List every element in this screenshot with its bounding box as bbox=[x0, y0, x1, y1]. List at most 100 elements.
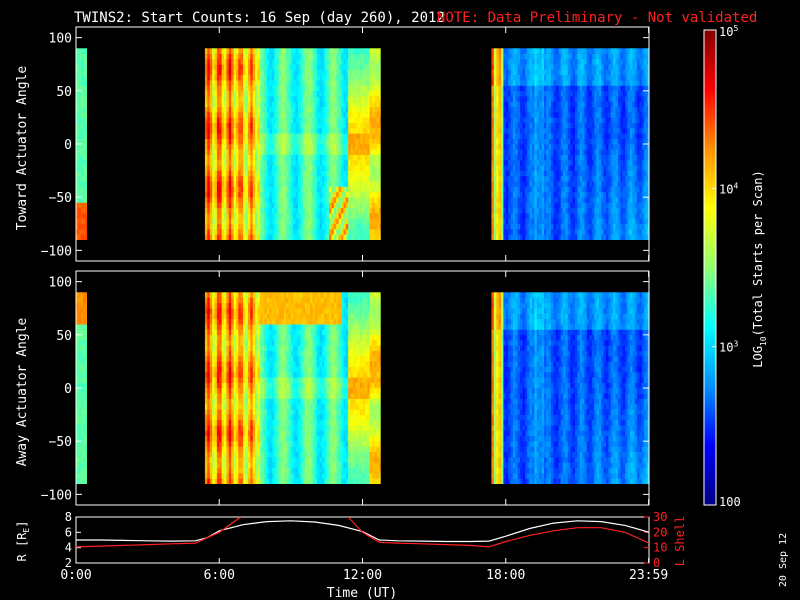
heatmap-cell bbox=[274, 154, 277, 161]
heatmap-cell bbox=[226, 53, 230, 60]
heatmap-cell bbox=[570, 90, 573, 97]
heatmap-cell bbox=[517, 154, 521, 161]
heatmap-cell bbox=[579, 223, 583, 230]
heatmap-cell bbox=[212, 48, 215, 54]
heatmap-cell bbox=[575, 213, 578, 219]
heatmap-cell bbox=[520, 138, 523, 145]
heatmap-cell bbox=[501, 213, 504, 219]
heatmap-cell bbox=[379, 58, 381, 65]
heatmap-cell bbox=[522, 229, 526, 235]
heatmap-cell bbox=[555, 112, 559, 118]
heatmap-cell bbox=[601, 133, 604, 139]
heatmap-cell bbox=[312, 154, 316, 161]
heatmap-cell bbox=[541, 149, 545, 155]
heatmap-cell bbox=[629, 181, 633, 187]
heatmap-cell bbox=[598, 53, 602, 60]
heatmap-cell bbox=[207, 165, 210, 171]
heatmap-cell bbox=[496, 170, 499, 177]
heatmap-cell bbox=[491, 69, 495, 76]
heatmap-cell bbox=[250, 160, 253, 166]
heatmap-cell bbox=[510, 106, 514, 113]
heatmap-cell bbox=[560, 170, 564, 177]
heatmap-cell bbox=[364, 101, 368, 108]
heatmap-cell bbox=[267, 112, 270, 118]
heatmap-cell bbox=[555, 133, 559, 139]
heatmap-cell bbox=[345, 101, 349, 108]
heatmap-cell bbox=[362, 96, 366, 102]
heatmap-cell bbox=[536, 223, 540, 230]
heatmap-cell bbox=[85, 48, 87, 54]
heatmap-cell bbox=[572, 101, 576, 108]
heatmap-cell bbox=[252, 170, 256, 177]
heatmap-cell bbox=[563, 154, 566, 161]
heatmap-cell bbox=[333, 90, 337, 97]
heatmap-cell bbox=[331, 96, 335, 102]
heatmap-cell bbox=[357, 106, 361, 113]
heatmap-cell bbox=[553, 101, 557, 108]
heatmap-cell bbox=[586, 133, 590, 139]
heatmap-cell bbox=[608, 133, 612, 139]
heatmap-cell bbox=[252, 117, 256, 123]
heatmap-cell bbox=[372, 48, 375, 54]
heatmap-cell bbox=[546, 96, 549, 102]
heatmap-cell bbox=[264, 69, 268, 76]
heatmap-cell bbox=[283, 117, 287, 123]
heatmap-cell bbox=[295, 160, 299, 166]
heatmap-cell bbox=[560, 138, 564, 145]
heatmap-cell bbox=[360, 90, 363, 97]
heatmap-cell bbox=[577, 160, 581, 166]
heatmap-cell bbox=[243, 149, 246, 155]
heatmap-cell bbox=[582, 234, 585, 240]
heatmap-cell bbox=[551, 175, 554, 182]
heatmap-cell bbox=[278, 69, 282, 76]
heatmap-cell bbox=[503, 138, 507, 145]
heatmap-cell bbox=[560, 128, 564, 134]
heatmap-cell bbox=[281, 186, 284, 193]
heatmap-cell bbox=[331, 160, 335, 166]
heatmap-cell bbox=[620, 186, 624, 193]
heatmap-cell bbox=[310, 69, 313, 76]
heatmap-cell bbox=[362, 122, 366, 129]
heatmap-cell bbox=[76, 186, 79, 193]
heatmap-cell bbox=[326, 149, 330, 155]
heatmap-cell bbox=[606, 213, 609, 219]
heatmap-cell bbox=[567, 234, 571, 240]
heatmap-cell bbox=[305, 106, 308, 113]
heatmap-cell bbox=[78, 197, 82, 203]
heatmap-cell bbox=[546, 106, 549, 113]
heatmap-cell bbox=[252, 197, 256, 203]
heatmap-cell bbox=[591, 170, 595, 177]
heatmap-cell bbox=[524, 154, 528, 161]
heatmap-cell bbox=[271, 48, 275, 54]
heatmap-cell bbox=[243, 223, 246, 230]
heatmap-cell bbox=[231, 170, 234, 177]
heatmap-cell bbox=[357, 96, 361, 102]
heatmap-cell bbox=[625, 191, 628, 198]
heatmap-cell bbox=[534, 181, 538, 187]
heatmap-cell bbox=[362, 160, 366, 166]
heatmap-cell bbox=[262, 122, 265, 129]
heatmap-cell bbox=[364, 144, 368, 150]
heatmap-cell bbox=[620, 74, 624, 81]
heatmap-cell bbox=[584, 213, 588, 219]
heatmap-cell bbox=[572, 197, 576, 203]
heatmap-cell bbox=[379, 69, 381, 76]
heatmap-cell bbox=[591, 80, 595, 86]
heatmap-cell bbox=[544, 213, 547, 219]
heatmap-cell bbox=[372, 154, 375, 161]
heatmap-cell bbox=[508, 170, 511, 177]
heatmap-cell bbox=[362, 101, 366, 108]
heatmap-cell bbox=[295, 133, 299, 139]
heatmap-cell bbox=[85, 106, 87, 113]
heatmap-cell bbox=[216, 202, 220, 209]
heatmap-cell bbox=[546, 117, 549, 123]
heatmap-cell bbox=[572, 186, 576, 193]
heatmap-cell bbox=[508, 154, 511, 161]
heatmap-cell bbox=[558, 229, 561, 235]
heatmap-cell bbox=[288, 149, 292, 155]
heatmap-cell bbox=[498, 207, 502, 214]
heatmap-cell bbox=[491, 207, 495, 214]
heatmap-cell bbox=[212, 170, 215, 177]
heatmap-cell bbox=[78, 223, 82, 230]
heatmap-cell bbox=[579, 202, 583, 209]
